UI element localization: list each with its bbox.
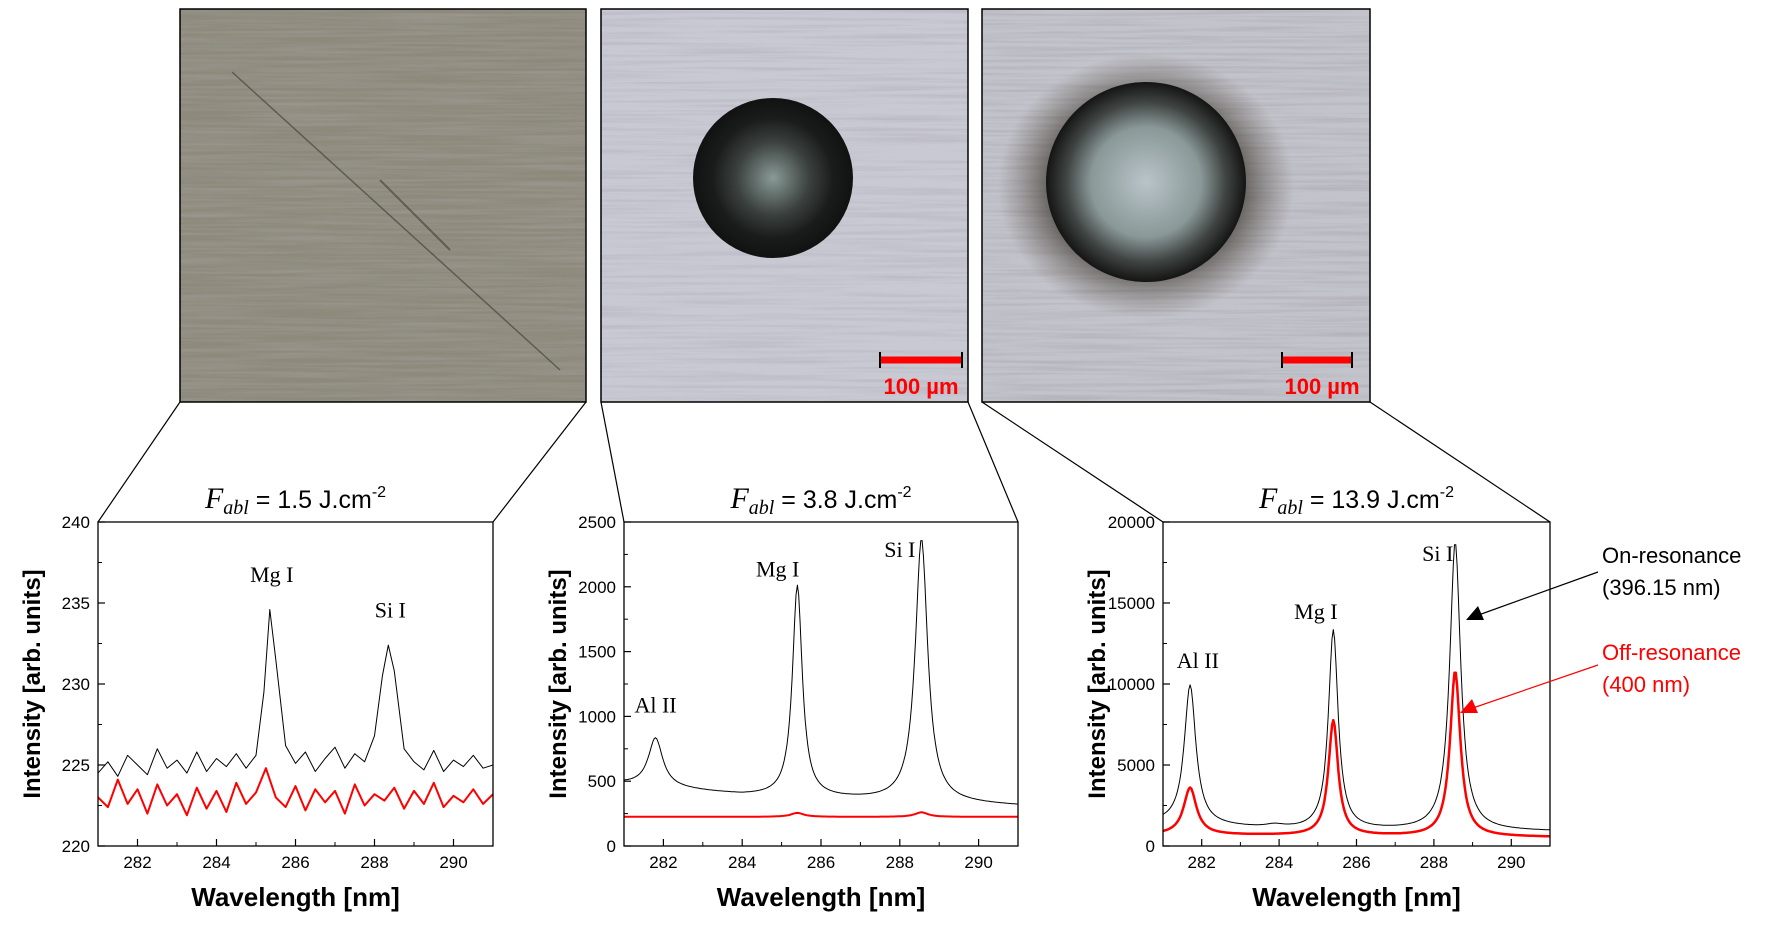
y-axis-label: Intensity [arb. units] — [545, 569, 572, 798]
off-resonance-arrow — [1466, 664, 1599, 711]
x-tick-label: 282 — [123, 853, 151, 872]
micrograph-2: 100 µm — [600, 8, 969, 403]
peak-label: Si I — [1422, 541, 1453, 566]
peak-label: Si I — [375, 598, 406, 623]
ablation-crater — [693, 98, 853, 258]
x-axis-label: Wavelength [nm] — [191, 882, 399, 912]
ablation-crater — [1046, 82, 1246, 282]
scale-bar-label: 100 µm — [1284, 374, 1359, 399]
x-tick-label: 286 — [1342, 853, 1370, 872]
y-tick-label: 5000 — [1117, 756, 1155, 775]
x-tick-label: 288 — [360, 853, 388, 872]
spectrum-chart-3: 282 284 286 288 290 0 5000 10000 15000 20000 Wavel… — [1084, 482, 1551, 912]
legend-off-resonance-wavelength: (400 nm) — [1602, 672, 1690, 697]
title-text: = 1.5 J.cm — [249, 486, 372, 514]
y-tick-label: 220 — [62, 837, 90, 856]
x-axis-label: Wavelength [nm] — [717, 882, 925, 912]
off-resonance-line — [1163, 671, 1550, 838]
x-tick-label: 284 — [202, 853, 230, 872]
micrograph-1 — [179, 8, 587, 403]
x-tick-label: 290 — [964, 853, 992, 872]
spectrum-chart-2: 282 284 286 288 290 0 500 1000 1500 2000 2500 Wavel… — [545, 482, 1019, 912]
y-tick-label: 1500 — [578, 643, 616, 662]
chart-title: Fabl = 13.9 J.cm-2 — [1258, 482, 1454, 519]
title-subscript: abl — [749, 497, 775, 519]
y-tick-label: 225 — [62, 756, 90, 775]
y-tick-label: 2500 — [578, 513, 616, 532]
legend-on-resonance-label: On-resonance — [1602, 543, 1741, 568]
title-text: = 13.9 J.cm — [1303, 486, 1440, 514]
off-resonance-line — [98, 767, 493, 817]
peak-label: Mg I — [250, 562, 293, 587]
zoom-connectors — [97, 401, 1551, 523]
y-axis-label: Intensity [arb. units] — [19, 569, 46, 798]
on-resonance-line — [1163, 544, 1550, 831]
title-subscript: abl — [223, 497, 249, 519]
x-tick-label: 284 — [1265, 853, 1293, 872]
peak-label: Si I — [884, 537, 915, 562]
x-tick-label: 290 — [439, 853, 467, 872]
title-symbol: F — [729, 482, 749, 515]
spectrum-chart-1: 282 284 286 288 290 220 225 230 235 240 Wavelength… — [19, 482, 494, 912]
title-superscript: -2 — [897, 484, 911, 501]
x-tick-label: 288 — [886, 853, 914, 872]
y-tick-label: 240 — [62, 513, 90, 532]
x-tick-label: 282 — [1188, 853, 1216, 872]
x-tick-label: 286 — [807, 853, 835, 872]
peak-label: Al II — [1177, 648, 1219, 673]
micrograph-3: 100 µm — [981, 8, 1371, 403]
plot-frame — [623, 521, 1019, 847]
legend: On-resonance (396.15 nm) Off-resonance (… — [1460, 543, 1741, 713]
x-tick-label: 290 — [1497, 853, 1525, 872]
chart-title: Fabl = 3.8 J.cm-2 — [729, 482, 911, 519]
y-tick-label: 0 — [1146, 837, 1155, 856]
title-superscript: -2 — [372, 484, 386, 501]
on-resonance-line — [98, 609, 493, 777]
scale-bar-label: 100 µm — [883, 374, 958, 399]
y-tick-label: 230 — [62, 675, 90, 694]
y-tick-label: 235 — [62, 594, 90, 613]
y-axis-label: Intensity [arb. units] — [1084, 569, 1111, 798]
off-resonance-line — [624, 811, 1018, 818]
title-text: = 3.8 J.cm — [774, 486, 897, 514]
title-subscript: abl — [1277, 497, 1303, 519]
title-symbol: F — [204, 482, 224, 515]
x-tick-label: 288 — [1420, 853, 1448, 872]
peak-label: Al II — [634, 693, 676, 718]
legend-off-resonance-label: Off-resonance — [1602, 640, 1741, 665]
legend-on-resonance-wavelength: (396.15 nm) — [1602, 575, 1721, 600]
x-tick-label: 284 — [728, 853, 756, 872]
x-tick-label: 286 — [281, 853, 309, 872]
chart-title: Fabl = 1.5 J.cm-2 — [204, 482, 386, 519]
y-tick-label: 1000 — [578, 707, 616, 726]
plot-frame — [1162, 521, 1551, 847]
on-resonance-arrow — [1472, 571, 1599, 618]
on-resonance-line — [624, 540, 1018, 805]
title-symbol: F — [1258, 482, 1278, 515]
x-axis-label: Wavelength [nm] — [1252, 882, 1460, 912]
plot-frame — [97, 521, 494, 847]
y-tick-label: 10000 — [1108, 675, 1155, 694]
peak-label: Mg I — [1294, 599, 1337, 624]
off-resonance-arrowhead — [1460, 699, 1478, 713]
y-tick-label: 20000 — [1108, 513, 1155, 532]
x-tick-label: 282 — [649, 853, 677, 872]
y-tick-label: 15000 — [1108, 594, 1155, 613]
on-resonance-arrowhead — [1466, 606, 1484, 620]
y-tick-label: 500 — [588, 772, 616, 791]
title-superscript: -2 — [1440, 484, 1454, 501]
y-tick-label: 0 — [607, 837, 616, 856]
peak-label: Mg I — [756, 556, 799, 581]
y-tick-label: 2000 — [578, 578, 616, 597]
